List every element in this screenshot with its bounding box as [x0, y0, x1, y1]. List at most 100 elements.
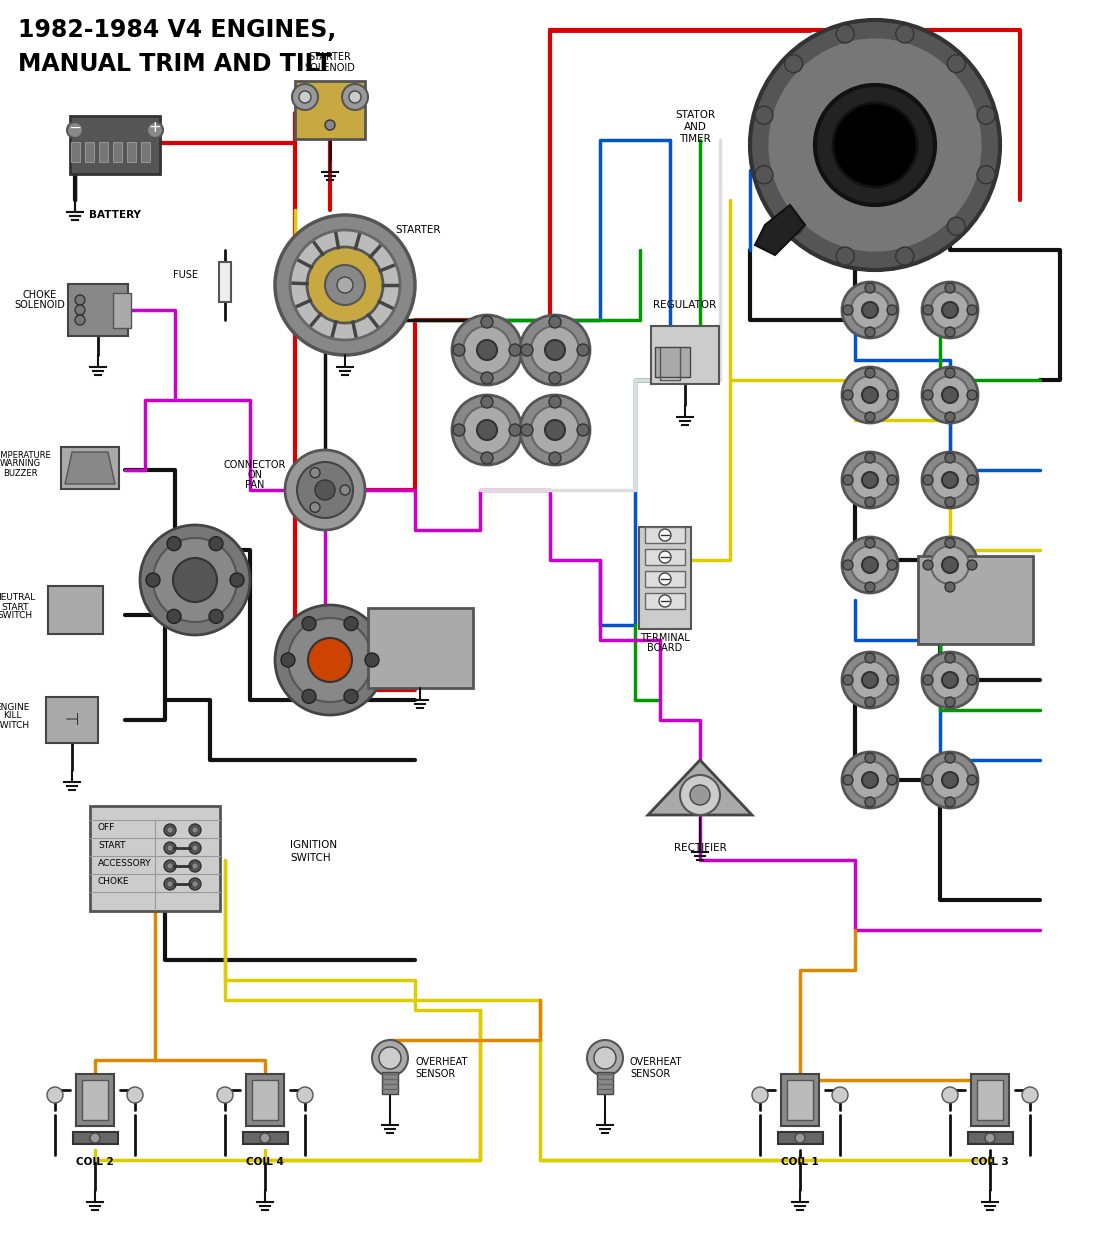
- Bar: [73, 1132, 118, 1144]
- Bar: [113, 293, 131, 327]
- Circle shape: [923, 776, 933, 785]
- Bar: [99, 142, 108, 162]
- Circle shape: [865, 412, 874, 422]
- Circle shape: [887, 776, 896, 785]
- Circle shape: [509, 345, 521, 356]
- Circle shape: [967, 305, 977, 315]
- Bar: [242, 1132, 287, 1144]
- Circle shape: [308, 638, 352, 682]
- Circle shape: [942, 472, 958, 488]
- Bar: [82, 1079, 108, 1120]
- Circle shape: [931, 761, 969, 799]
- Text: SOLENOID: SOLENOID: [14, 300, 65, 310]
- Text: START: START: [98, 841, 125, 850]
- Circle shape: [865, 797, 874, 806]
- Text: START: START: [1, 603, 29, 611]
- Circle shape: [862, 557, 878, 573]
- Circle shape: [922, 752, 978, 808]
- Circle shape: [865, 327, 874, 337]
- Circle shape: [544, 420, 565, 440]
- Text: CHOKE: CHOKE: [98, 877, 130, 885]
- Circle shape: [887, 305, 896, 315]
- Circle shape: [520, 315, 590, 385]
- Bar: [90, 805, 220, 910]
- Circle shape: [477, 420, 497, 440]
- Text: 1982-1984 V4 ENGINES,: 1982-1984 V4 ENGINES,: [18, 19, 337, 42]
- Circle shape: [481, 396, 493, 408]
- Circle shape: [922, 452, 978, 508]
- Circle shape: [895, 25, 914, 43]
- Circle shape: [784, 54, 803, 73]
- Bar: [126, 142, 135, 162]
- Bar: [651, 326, 719, 384]
- Circle shape: [755, 106, 773, 125]
- Text: REGULATOR: REGULATOR: [653, 300, 716, 310]
- Bar: [252, 1079, 278, 1120]
- Bar: [47, 585, 102, 634]
- Circle shape: [164, 842, 176, 853]
- Circle shape: [942, 772, 958, 788]
- Circle shape: [342, 84, 369, 110]
- Circle shape: [659, 551, 671, 563]
- Circle shape: [549, 452, 561, 464]
- Circle shape: [931, 546, 969, 584]
- Circle shape: [521, 345, 534, 356]
- Circle shape: [549, 396, 561, 408]
- Polygon shape: [755, 205, 805, 254]
- Polygon shape: [65, 452, 116, 484]
- Text: STARTER: STARTER: [309, 52, 351, 62]
- Circle shape: [324, 120, 336, 130]
- Text: BATTERY: BATTERY: [89, 210, 141, 220]
- Circle shape: [453, 424, 465, 436]
- Circle shape: [942, 557, 958, 573]
- Circle shape: [887, 676, 896, 685]
- Circle shape: [659, 595, 671, 606]
- Circle shape: [922, 282, 978, 338]
- Circle shape: [167, 537, 182, 551]
- Circle shape: [922, 537, 978, 593]
- Circle shape: [307, 247, 383, 324]
- Circle shape: [477, 340, 497, 359]
- Circle shape: [340, 485, 350, 495]
- Circle shape: [189, 842, 201, 853]
- Circle shape: [167, 609, 182, 624]
- Circle shape: [832, 1087, 848, 1103]
- Circle shape: [230, 573, 244, 587]
- Text: TERMINAL: TERMINAL: [640, 634, 690, 643]
- Circle shape: [1022, 1087, 1038, 1103]
- Circle shape: [192, 845, 198, 851]
- Circle shape: [842, 367, 898, 424]
- Circle shape: [887, 559, 896, 571]
- Circle shape: [140, 525, 250, 635]
- Text: ─: ─: [70, 121, 79, 136]
- Circle shape: [967, 676, 977, 685]
- Text: NEUTRAL: NEUTRAL: [0, 594, 35, 603]
- Text: COIL 1: COIL 1: [781, 1157, 818, 1167]
- Circle shape: [842, 452, 898, 508]
- Circle shape: [931, 375, 969, 414]
- Circle shape: [192, 881, 198, 887]
- Text: ENGINE: ENGINE: [0, 703, 30, 711]
- Bar: [645, 571, 685, 587]
- Circle shape: [302, 616, 316, 631]
- Circle shape: [189, 860, 201, 872]
- Circle shape: [47, 1087, 63, 1103]
- Circle shape: [337, 277, 353, 293]
- Circle shape: [167, 863, 173, 869]
- Circle shape: [945, 653, 955, 663]
- Circle shape: [865, 697, 874, 706]
- Bar: [639, 527, 691, 629]
- Polygon shape: [648, 760, 752, 815]
- Circle shape: [922, 367, 978, 424]
- Bar: [246, 1074, 284, 1126]
- Circle shape: [310, 468, 320, 478]
- Circle shape: [887, 390, 896, 400]
- Circle shape: [842, 752, 898, 808]
- Circle shape: [521, 424, 534, 436]
- Text: ON: ON: [248, 471, 263, 480]
- Circle shape: [945, 368, 955, 378]
- Circle shape: [315, 480, 336, 500]
- Circle shape: [843, 305, 852, 315]
- Circle shape: [578, 345, 588, 356]
- Circle shape: [290, 230, 400, 340]
